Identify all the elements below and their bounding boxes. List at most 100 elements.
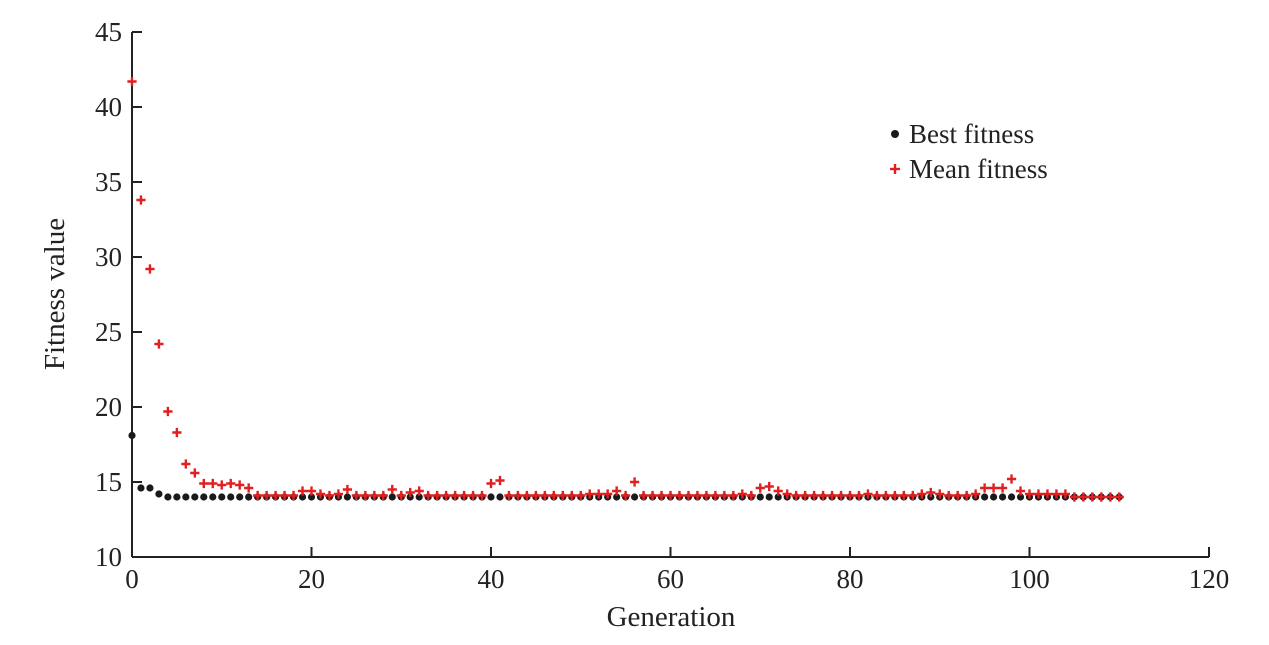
best-fitness-point xyxy=(307,493,316,501)
mean-fitness-point xyxy=(800,490,810,501)
best-fitness-point xyxy=(765,493,773,501)
best-fitness-point xyxy=(613,493,621,501)
mean-fitness-point xyxy=(531,490,541,501)
mean-fitness-point xyxy=(989,483,999,493)
mean-fitness-point xyxy=(558,490,568,501)
y-axis-title: Fitness value xyxy=(39,218,71,370)
x-tick-label: 20 xyxy=(298,564,325,594)
best-fitness-point xyxy=(487,493,495,501)
mean-fitness-point xyxy=(665,490,676,501)
best-fitness-point xyxy=(191,493,199,501)
y-tick-label: 15 xyxy=(95,467,122,497)
best-fitness-point xyxy=(298,493,307,501)
mean-fitness-point xyxy=(324,490,335,501)
mean-fitness-point xyxy=(1060,489,1070,499)
best-fitness-point xyxy=(631,493,639,501)
mean-fitness-point xyxy=(890,490,900,501)
mean-fitness-point xyxy=(755,483,765,493)
mean-fitness-point xyxy=(190,468,200,478)
mean-fitness-point xyxy=(297,486,308,496)
mean-fitness-point xyxy=(468,490,478,501)
x-axis-title: Generation xyxy=(607,601,736,633)
mean-fitness-point xyxy=(638,490,649,501)
y-tick-label: 40 xyxy=(95,92,122,122)
y-tick-label: 45 xyxy=(95,17,122,47)
mean-fitness-point xyxy=(719,490,729,501)
mean-fitness-point xyxy=(154,339,164,349)
mean-fitness-point xyxy=(809,490,819,501)
mean-fitness-point xyxy=(513,490,523,501)
mean-fitness-point xyxy=(997,483,1008,493)
mean-fitness-point xyxy=(1042,489,1053,499)
mean-fitness-point xyxy=(791,490,801,501)
mean-fitness-point xyxy=(271,490,281,501)
mean-fitness-point xyxy=(279,490,290,501)
mean-fitness-point xyxy=(244,483,254,493)
best-fitness-point xyxy=(209,493,217,501)
best-fitness-point xyxy=(236,493,244,501)
mean-fitness-point xyxy=(477,490,487,501)
mean-fitness-point xyxy=(172,427,182,438)
mean-fitness-point xyxy=(136,195,146,205)
best-fitness-point xyxy=(415,493,423,501)
best-fitness-point xyxy=(343,493,351,501)
mean-fitness-point xyxy=(306,486,317,496)
mean-fitness-point xyxy=(459,490,469,501)
mean-fitness-point xyxy=(971,489,981,499)
mean-fitness-point xyxy=(1078,492,1088,502)
mean-fitness-point xyxy=(1087,492,1097,502)
mean-fitness-point xyxy=(145,264,155,274)
mean-fitness-point xyxy=(863,489,873,499)
best-fitness-point xyxy=(756,493,764,501)
axes: 0 20 40 60 80 100 120 10 15 20 25 30 35 40 45 xyxy=(95,17,1229,594)
mean-fitness-point xyxy=(935,489,945,499)
mean-fitness-point xyxy=(827,490,837,501)
mean-fitness-point xyxy=(262,490,272,501)
mean-fitness-point xyxy=(701,490,711,501)
mean-fitness-point xyxy=(728,490,738,501)
mean-fitness-point xyxy=(1006,474,1017,484)
best-fitness-point xyxy=(496,493,504,501)
best-fitness-point xyxy=(998,493,1007,501)
legend: Best fitness Mean fitness xyxy=(890,119,1048,184)
mean-fitness-point xyxy=(908,490,918,501)
legend-best-marker xyxy=(891,130,899,138)
mean-fitness-point xyxy=(683,490,694,501)
mean-fitness-point xyxy=(1105,492,1115,502)
mean-fitness-point xyxy=(540,490,550,501)
mean-fitness-point xyxy=(181,459,191,469)
y-tick-label: 25 xyxy=(95,317,122,347)
mean-fitness-point xyxy=(333,489,344,499)
legend-mean-marker xyxy=(890,164,900,174)
mean-fitness-point xyxy=(163,406,173,417)
series-mean-fitness xyxy=(127,76,1124,502)
best-fitness-point xyxy=(227,493,235,501)
mean-fitness-point xyxy=(504,490,514,501)
best-fitness-point xyxy=(1016,493,1025,501)
mean-fitness-point xyxy=(917,489,927,499)
mean-fitness-point xyxy=(612,486,622,496)
mean-fitness-point xyxy=(432,490,442,501)
best-fitness-point xyxy=(164,493,172,501)
best-fitness-point xyxy=(146,484,154,492)
best-fitness-point xyxy=(774,493,782,501)
mean-fitness-point xyxy=(199,478,209,489)
best-fitness-point xyxy=(218,493,226,501)
mean-fitness-point xyxy=(288,490,299,501)
mean-fitness-point xyxy=(378,490,388,501)
y-tick-label: 20 xyxy=(95,392,122,422)
mean-fitness-point xyxy=(872,490,882,501)
mean-fitness-point xyxy=(953,490,963,501)
data-marks xyxy=(127,76,1124,502)
mean-fitness-point xyxy=(315,489,326,499)
x-tick-label: 120 xyxy=(1189,564,1230,594)
mean-fitness-point xyxy=(710,490,720,501)
mean-fitness-point xyxy=(647,490,658,501)
best-fitness-point xyxy=(182,493,190,501)
mean-fitness-point xyxy=(576,490,586,501)
mean-fitness-point xyxy=(926,487,936,498)
mean-fitness-point xyxy=(450,490,460,501)
mean-fitness-point xyxy=(549,490,559,501)
mean-fitness-point xyxy=(773,486,783,496)
